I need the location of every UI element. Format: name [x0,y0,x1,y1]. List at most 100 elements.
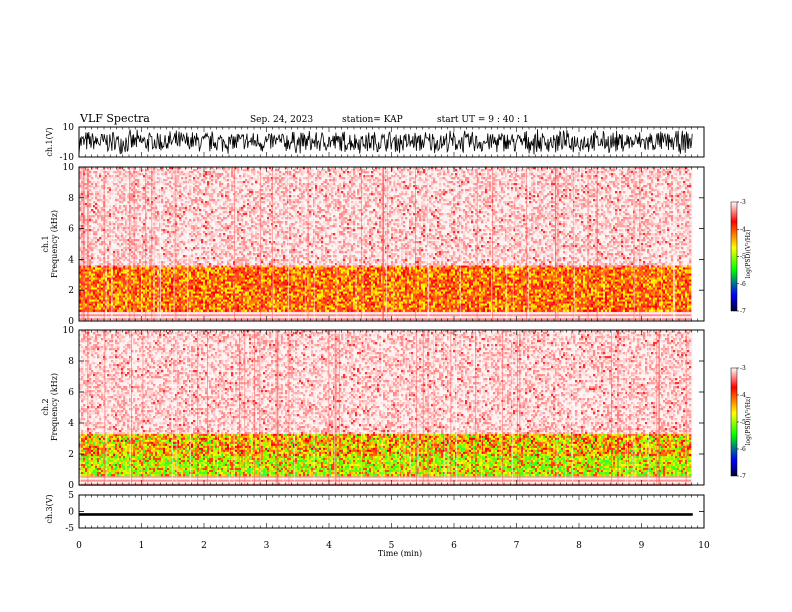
spectrogram-cell [253,316,255,318]
spectrogram-cell [291,312,293,314]
spectrogram-cell [457,316,459,318]
spectrogram-cell [283,314,285,316]
spectrogram-cell [589,312,591,314]
spectrogram-cell [389,316,391,318]
spectrogram-cell [591,316,593,318]
spectrogram-cell [231,312,233,314]
spectrogram-cell [449,314,451,316]
spectrogram-cell [199,314,201,316]
spectrogram-cell [621,312,623,314]
spectrogram-cell [179,316,181,318]
spectrogram-cell [227,316,229,318]
spectrogram-cell [653,314,655,316]
spectrogram-cell [321,314,323,316]
spectrogram-cell [419,312,421,314]
spectrogram-cell [123,316,125,318]
spectrogram-cell [617,314,619,316]
spectrogram-cell [229,316,231,318]
spectrogram-cell [193,312,195,314]
spectrogram-cell [631,314,633,316]
spectrogram-cell [635,316,637,318]
spectrogram-cell [137,312,139,314]
spectrogram-cell [401,314,403,316]
spectrogram-cell [437,316,439,318]
spectrogram-cell [687,314,689,316]
spectrogram-cell [203,312,205,314]
spectrogram-cell [627,312,629,314]
spectrogram-cell [285,312,287,314]
spectrogram-cell [161,312,163,314]
spectrogram-cell [497,316,499,318]
spectrogram-cell [181,314,183,316]
spectrogram-cell [241,312,243,314]
spectrogram-cell [439,316,441,318]
spectrogram-cell [619,316,621,318]
spectrogram-cell [149,318,151,320]
spectrogram-cell [263,316,265,318]
spectrogram-cell [547,312,549,314]
spectrogram-cell [529,316,531,318]
spectrogram-cell [377,314,379,316]
spectrogram-cell [341,316,343,318]
spectrogram-cell [411,314,413,316]
spectrogram-cell [201,314,203,316]
spectrogram-cell [479,316,481,318]
spectrogram-cell [429,314,431,316]
spectrogram-cell [519,316,521,318]
spectrogram-cell [147,312,149,314]
spectrogram-cell [345,312,347,314]
spectrogram-cell [681,316,683,318]
spectrogram-cell [357,316,359,318]
spectrogram-cell [609,314,611,316]
spectrogram-cell [379,314,381,316]
spectrogram-cell [223,314,225,316]
date-label: Sep. 24, 2023 [250,115,313,125]
spectrogram-cell [267,314,269,316]
spectrogram-cell [209,312,211,314]
spectrogram-cell [659,312,661,314]
spectrogram-cell [331,312,333,314]
spectrogram-cell [501,312,503,314]
spectrogram-cell [519,314,521,316]
spectrogram-cell [535,312,537,314]
spectrogram-cell [503,316,505,318]
spectrogram-cell [481,316,483,318]
spectrogram-cell [261,316,263,318]
spectrogram-cell [399,314,401,316]
spectrogram-cell [395,312,397,314]
spectrogram-cell [605,312,607,314]
spectrogram-cell [395,316,397,318]
spectrogram-cell [389,312,391,314]
spectrogram-cell [137,314,139,316]
spectrogram-cell [685,312,687,314]
spectrogram-cell [401,312,403,314]
spectrogram-cell [339,312,341,314]
spectrogram-cell [637,316,639,318]
spectrogram-cell [371,312,373,314]
spectrogram-cell [243,316,245,318]
spectrogram-cell [471,316,473,318]
spectrogram-cell [399,312,401,314]
spectrogram-cell [409,316,411,318]
spectrogram-cell [599,316,601,318]
spectrogram-cell [567,312,569,314]
spectrogram-cell [649,316,651,318]
spectrogram-cell [121,314,123,316]
spectrogram-cell [119,316,121,318]
spectrogram-cell [131,312,133,314]
spectrogram-cell [343,312,345,314]
spectrogram-cell [577,312,579,314]
spectrogram-cell [211,316,213,318]
spectrogram-cell [155,312,157,314]
spectrogram-cell [375,314,377,316]
spectrogram-cell [405,316,407,318]
spectrogram-cell [489,316,491,318]
spectrogram-cell [301,316,303,318]
spectrogram-cell [583,316,585,318]
spectrogram-cell [275,312,277,314]
spectrogram-cell [417,312,419,314]
spectrogram-cell [309,314,311,316]
spectrogram-cell [465,314,467,316]
spectrogram-cell [341,312,343,314]
spectrogram-cell [189,316,191,318]
